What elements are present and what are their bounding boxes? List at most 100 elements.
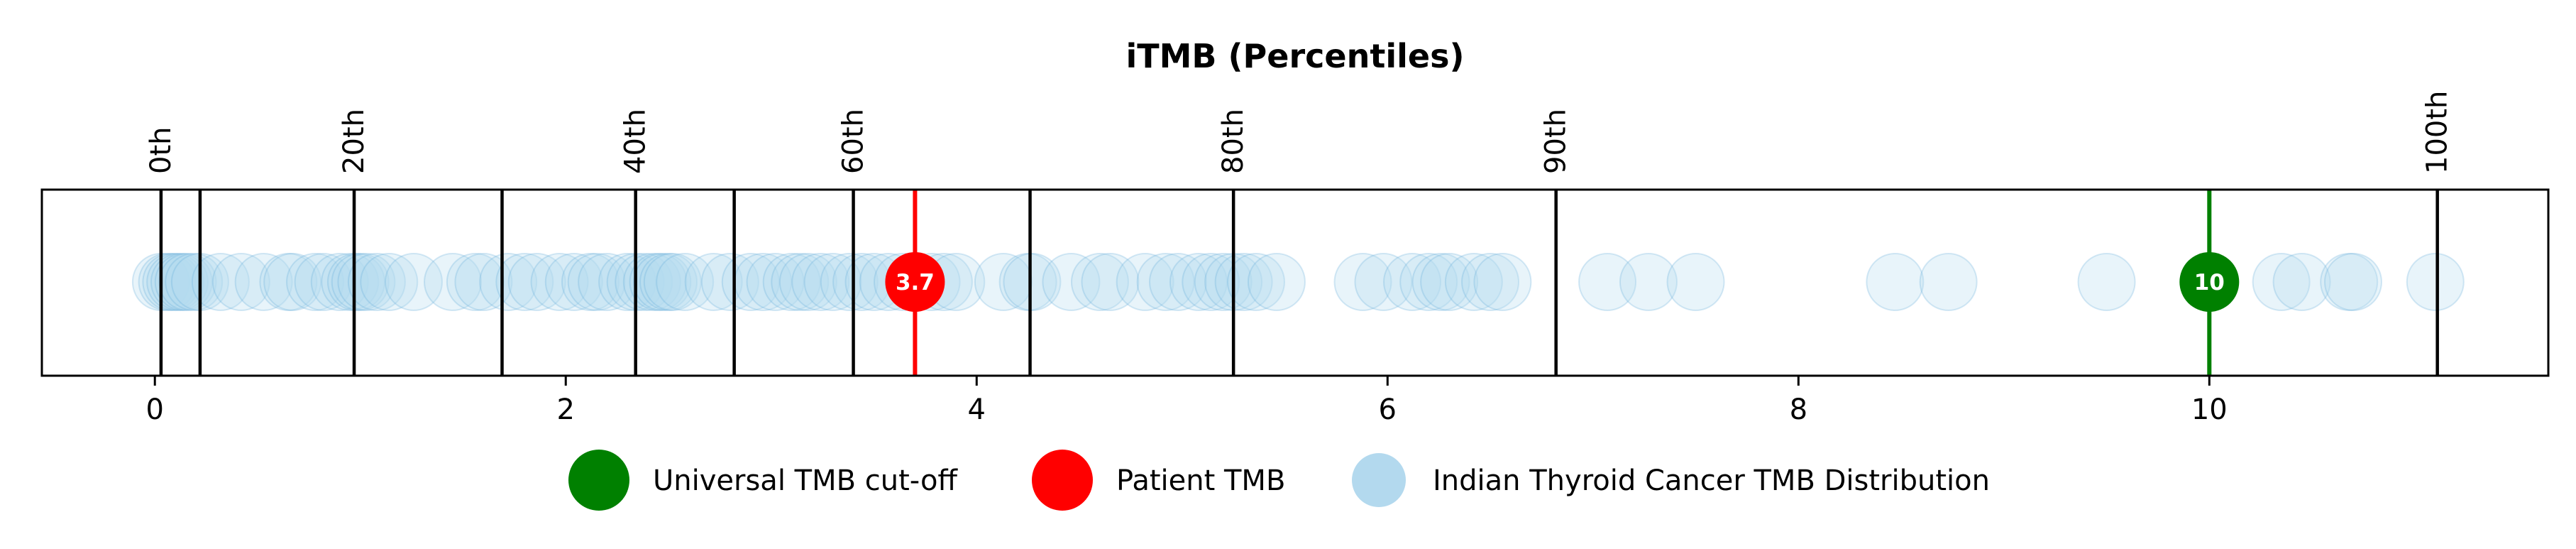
legend: Universal TMB cut-off Patient TMB Indian T… [568, 450, 1990, 511]
distribution-point [263, 253, 322, 311]
legend-marker [1032, 450, 1093, 511]
x-tick-label: 4 [968, 393, 986, 426]
x-axis: 0 2 4 6 8 10 [146, 376, 2228, 426]
distribution-points [131, 253, 2465, 311]
distribution-point [615, 253, 673, 311]
percentile-lines: 0th 20th 40th 60th 80th 90th 100th [145, 91, 2454, 376]
distribution-point [700, 253, 759, 311]
distribution-point [1042, 253, 1101, 311]
distribution-point [544, 253, 603, 311]
distribution-point [211, 253, 270, 311]
legend-label: Indian Thyroid Cancer TMB Distribution [1433, 464, 1990, 497]
percentile-label: 20th [338, 109, 370, 174]
distribution-point [424, 253, 483, 311]
distribution-point [1473, 253, 1532, 311]
distribution-point [1619, 253, 1678, 311]
distribution-point [360, 253, 419, 311]
distribution-point [598, 253, 657, 311]
universal-tmb-cut-off-value-label: 10 [2194, 270, 2225, 295]
distribution-point [684, 253, 743, 311]
distribution-point [1919, 253, 1978, 311]
legend-marker [568, 450, 629, 511]
distribution-point [1136, 253, 1195, 311]
distribution-point [2077, 253, 2136, 311]
distribution-point [2252, 253, 2311, 311]
percentile-label: 60th [837, 109, 870, 174]
distribution-point [1383, 253, 1442, 311]
distribution-point [331, 253, 390, 311]
distribution-point [633, 253, 692, 311]
distribution-point [1399, 253, 1458, 311]
distribution-point [2406, 253, 2465, 311]
distribution-point [629, 253, 688, 311]
universal-tmb-cut-off-marker [2179, 252, 2240, 312]
x-tick-label: 10 [2191, 393, 2228, 426]
distribution-point [337, 253, 396, 311]
patient-tmb-marker [885, 252, 945, 312]
distribution-point [150, 253, 209, 311]
distribution-point [385, 253, 444, 311]
percentile-label: 90th [1540, 109, 1573, 174]
distribution-point [1420, 253, 1479, 311]
distribution-point [1333, 253, 1392, 311]
distribution-point [154, 253, 213, 311]
distribution-point [479, 253, 538, 311]
distribution-point [321, 253, 380, 311]
distribution-point [974, 253, 1033, 311]
distribution-point [294, 253, 353, 311]
distribution-point [622, 253, 681, 311]
distribution-point [454, 253, 513, 311]
distribution-point [2320, 253, 2379, 311]
legend-label: Universal TMB cut-off [653, 464, 958, 497]
distribution-point [2272, 253, 2331, 311]
distribution-point [446, 253, 505, 311]
distribution-point [347, 253, 406, 311]
distribution-point [165, 253, 224, 311]
distribution-point [1354, 253, 1413, 311]
distribution-point [803, 253, 862, 311]
distribution-point [1666, 253, 1725, 311]
axes-frame [40, 188, 2550, 377]
distribution-point [2323, 253, 2382, 311]
x-tick-label: 0 [146, 393, 164, 426]
distribution-point [1214, 253, 1273, 311]
marker-layer: 3.7 10 [885, 190, 2240, 376]
distribution-point [507, 253, 566, 311]
distribution-point [1226, 253, 1285, 311]
legend-label: Patient TMB [1116, 464, 1285, 497]
distribution-point [1444, 253, 1503, 311]
distribution-point [1070, 253, 1129, 311]
distribution-point [158, 253, 217, 311]
distribution-point [1081, 253, 1140, 311]
distribution-point [771, 253, 830, 311]
x-tick-label: 6 [1379, 393, 1397, 426]
distribution-point [191, 253, 250, 311]
distribution-point [1578, 253, 1637, 311]
distribution-point [567, 253, 626, 311]
patient-tmb-value-label: 3.7 [896, 270, 935, 295]
distribution-point [746, 253, 805, 311]
distribution-point [1182, 253, 1240, 311]
percentile-label: 80th [1217, 109, 1250, 174]
chart-title: iTMB (Percentiles) [1126, 37, 1465, 75]
distribution-point [1461, 253, 1520, 311]
distribution-point [530, 253, 589, 311]
distribution-point [1866, 253, 1925, 311]
distribution-point [1411, 253, 1470, 311]
distribution-point [1194, 253, 1253, 311]
distribution-point [286, 253, 345, 311]
distribution-point [1003, 253, 1062, 311]
distribution-point [656, 253, 715, 311]
distribution-point [998, 253, 1057, 311]
distribution-point [791, 253, 850, 311]
distribution-point [643, 253, 702, 311]
distribution-point [495, 253, 554, 311]
distribution-point [820, 253, 879, 311]
percentile-label: 0th [145, 127, 177, 174]
x-tick-label: 2 [557, 393, 575, 426]
distribution-point [721, 253, 780, 311]
distribution-point [1169, 253, 1228, 311]
distribution-point [639, 253, 698, 311]
distribution-point [561, 253, 620, 311]
